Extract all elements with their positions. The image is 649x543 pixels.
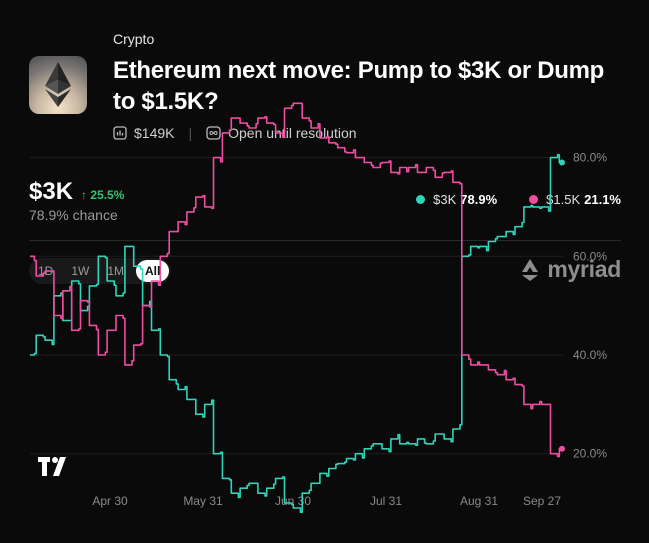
y-tick-label: 60.0%	[573, 249, 607, 263]
legend-item-1-5k: $1.5K 21.1%	[529, 192, 621, 207]
chance-text: 78.9% chance	[29, 207, 118, 223]
legend-value: 78.9%	[460, 192, 498, 207]
brand-name: myriad	[547, 256, 621, 282]
ethereum-logo-icon	[45, 62, 71, 107]
market-thumbnail	[29, 56, 87, 114]
x-tick-label: Aug 31	[460, 494, 498, 508]
x-tick-label: May 31	[183, 494, 223, 508]
volume-icon	[113, 126, 127, 140]
market-title: Ethereum next move: Pump to $3K or Dump …	[113, 57, 605, 115]
y-tick-label: 80.0%	[573, 151, 607, 165]
leading-outcome: $3K ↑ 25.5%	[29, 178, 124, 206]
range-tab-1m[interactable]: 1M	[107, 264, 125, 278]
tradingview-logo-icon	[38, 457, 66, 476]
x-tick-label: Apr 30	[92, 494, 128, 508]
myriad-logo-icon	[522, 258, 539, 281]
legend-item-3k: $3K 78.9%	[416, 192, 497, 207]
series-end-point	[559, 445, 565, 452]
y-tick-label: 40.0%	[573, 348, 607, 362]
legend-dot	[529, 195, 539, 204]
market-meta: $149K | Open until resolution	[113, 125, 357, 141]
x-tick-label: Jul 31	[370, 494, 402, 508]
legend-label: $1.5K	[546, 192, 581, 207]
volume-value: $149K	[134, 125, 175, 141]
divider	[29, 240, 621, 241]
price-change: ↑ 25.5%	[81, 188, 125, 202]
infinity-icon	[206, 126, 221, 140]
meta-separator: |	[188, 125, 193, 141]
market-status: Open until resolution	[228, 125, 357, 141]
legend-label: $3K	[433, 192, 457, 207]
legend-dot	[416, 195, 426, 204]
legend-value: 21.1%	[584, 192, 621, 207]
y-tick-label: 20.0%	[573, 447, 607, 461]
series-line-3k	[30, 154, 562, 513]
leading-outcome-label: $3K	[29, 178, 74, 205]
series-end-point	[559, 159, 565, 166]
x-tick-label: Sep 27	[523, 494, 561, 508]
range-tab-1w[interactable]: 1W	[71, 264, 90, 278]
series-line-1-5k	[30, 102, 562, 458]
myriad-logo: myriad	[519, 256, 621, 283]
market-category[interactable]: Crypto	[113, 31, 155, 47]
chart-legend: $3K 78.9% $1.5K 21.1%	[384, 192, 621, 207]
